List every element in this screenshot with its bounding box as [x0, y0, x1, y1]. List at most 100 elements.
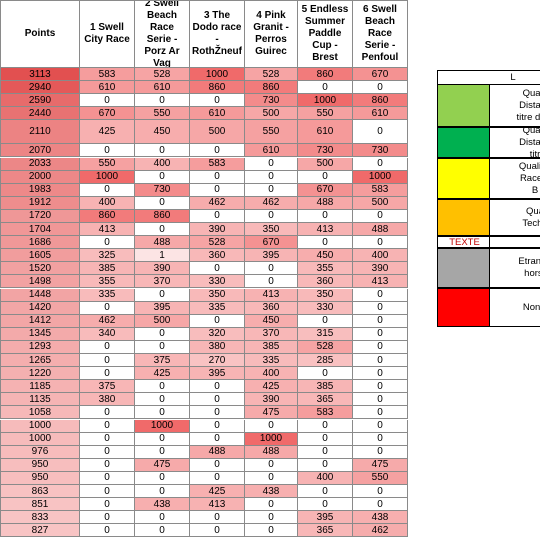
cell: 335 — [80, 288, 135, 302]
cell: 1000 — [190, 68, 245, 82]
cell: 0 — [353, 354, 408, 368]
cell: 2940 — [0, 81, 80, 95]
cell: 390 — [353, 262, 408, 276]
cell: 827 — [0, 524, 80, 538]
cell: 1983 — [0, 183, 80, 197]
legend-text-box: QuaTechn — [489, 199, 540, 236]
cell: 0 — [245, 419, 298, 433]
cell: 0 — [190, 432, 245, 446]
cell: 670 — [80, 107, 135, 121]
cell: 0 — [135, 223, 190, 237]
cell: 0 — [298, 458, 353, 472]
legend-text: titr — [529, 148, 540, 158]
cell: 670 — [353, 68, 408, 82]
cell: 0 — [245, 209, 298, 223]
cell: 488 — [190, 445, 245, 459]
cell: 330 — [298, 301, 353, 315]
header-cell: 2 Swell Beach Race Serie - Porz Ar Vag — [135, 0, 190, 68]
cell: 0 — [80, 144, 135, 158]
cell: 370 — [135, 275, 190, 289]
cell: 488 — [353, 223, 408, 237]
legend-text: Qualif — [522, 87, 540, 99]
cell: 0 — [353, 406, 408, 420]
legend-text-box: QualifiéRace aB — [489, 158, 540, 199]
cell: 0 — [135, 445, 190, 459]
cell: 0 — [80, 511, 135, 525]
legend-swatch — [437, 288, 490, 327]
cell: 851 — [0, 498, 80, 512]
cell: 0 — [298, 209, 353, 223]
cell: 355 — [80, 275, 135, 289]
cell: 860 — [298, 68, 353, 82]
cell: 462 — [245, 196, 298, 210]
cell: 550 — [298, 107, 353, 121]
cell: 462 — [353, 524, 408, 538]
cell: 1686 — [0, 236, 80, 250]
cell: 413 — [245, 288, 298, 302]
cell: 1135 — [0, 393, 80, 407]
legend-text: Distanc — [519, 136, 540, 148]
cell: 860 — [353, 94, 408, 108]
cell: 583 — [353, 183, 408, 197]
cell: 350 — [245, 223, 298, 237]
cell: 360 — [190, 249, 245, 263]
cell: 340 — [80, 327, 135, 341]
cell: 380 — [190, 340, 245, 354]
cell: 0 — [80, 432, 135, 446]
cell: 730 — [245, 94, 298, 108]
cell: 350 — [298, 288, 353, 302]
cell: 325 — [80, 249, 135, 263]
cell: 0 — [80, 458, 135, 472]
header-cell: 4 Pink Granit - Perros Guirec — [245, 0, 298, 68]
cell: 0 — [298, 432, 353, 446]
legend-text: Etrange — [518, 256, 540, 267]
cell: 0 — [298, 419, 353, 433]
cell: 950 — [0, 471, 80, 485]
cell: 390 — [135, 262, 190, 276]
cell: 528 — [190, 236, 245, 250]
cell: 0 — [135, 170, 190, 184]
cell: 0 — [353, 314, 408, 328]
cell: 0 — [135, 471, 190, 485]
cell: 0 — [135, 327, 190, 341]
cell: 0 — [135, 144, 190, 158]
cell: 0 — [80, 236, 135, 250]
legend-swatch — [437, 127, 490, 158]
cell: 270 — [190, 354, 245, 368]
cell: 0 — [190, 170, 245, 184]
cell: 833 — [0, 511, 80, 525]
legend-swatch: TEXTE — [437, 236, 490, 248]
cell: 860 — [80, 209, 135, 223]
cell: 730 — [135, 183, 190, 197]
cell: 0 — [135, 288, 190, 302]
legend-text-box: Etrangehors- — [489, 248, 540, 288]
cell: 3113 — [0, 68, 80, 82]
cell: 0 — [353, 157, 408, 171]
cell: 1000 — [298, 94, 353, 108]
cell: 0 — [353, 485, 408, 499]
cell: 1000 — [0, 432, 80, 446]
cell: 860 — [190, 81, 245, 95]
cell: 0 — [245, 471, 298, 485]
cell: 550 — [353, 471, 408, 485]
cell: 0 — [353, 301, 408, 315]
cell: 0 — [80, 340, 135, 354]
cell: 0 — [80, 367, 135, 381]
cell: 1000 — [353, 170, 408, 184]
cell: 0 — [135, 432, 190, 446]
cell: 500 — [245, 107, 298, 121]
cell: 0 — [298, 236, 353, 250]
legend-text: Non li — [522, 301, 540, 313]
cell: 365 — [298, 393, 353, 407]
cell: 610 — [245, 144, 298, 158]
cell: 0 — [190, 406, 245, 420]
cell: 0 — [190, 262, 245, 276]
cell: 0 — [298, 485, 353, 499]
cell: 1412 — [0, 314, 80, 328]
legend-text: Qualifié — [518, 160, 540, 172]
cell: 425 — [190, 485, 245, 499]
cell: 0 — [135, 406, 190, 420]
cell: 0 — [245, 511, 298, 525]
header-cell: 3 The Dodo race - RothŽneuf — [190, 0, 245, 68]
